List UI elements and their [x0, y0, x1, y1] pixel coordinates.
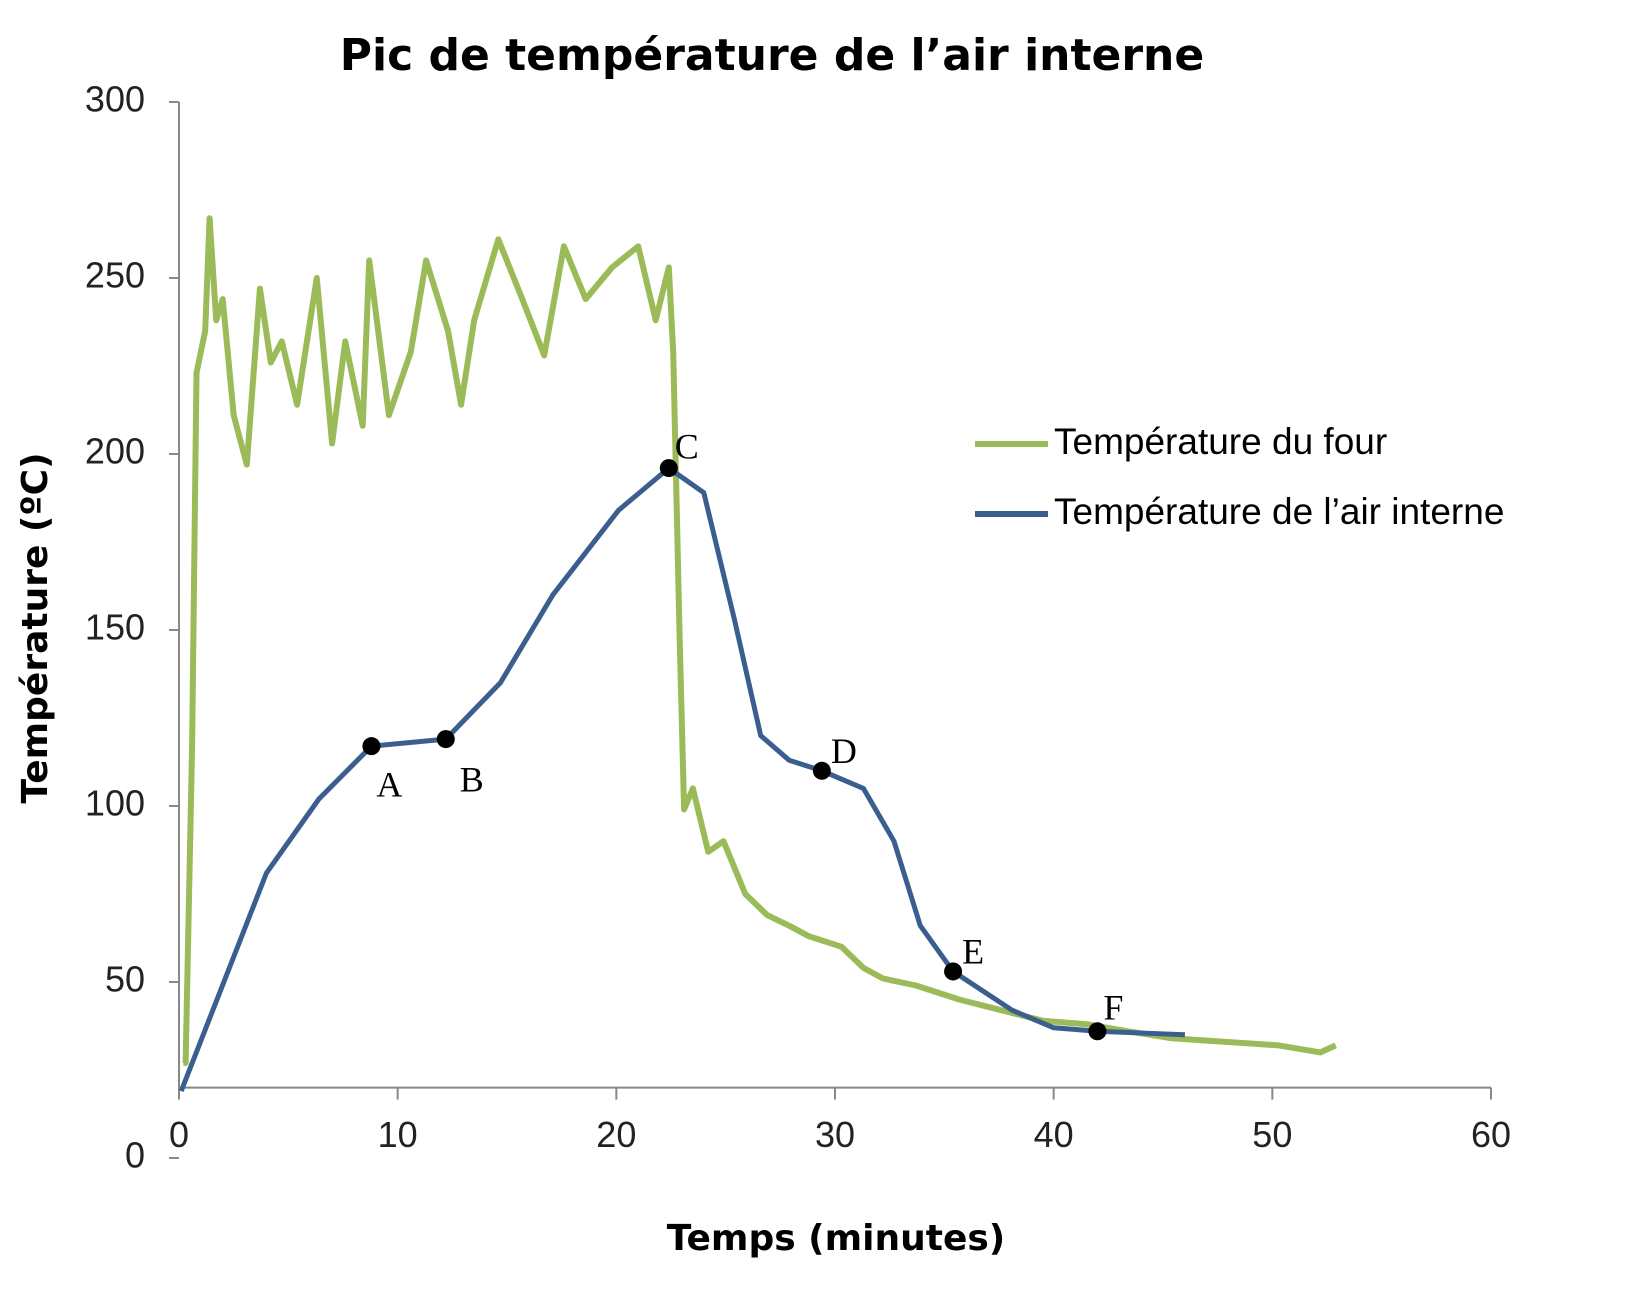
annotation-label: B	[460, 759, 484, 799]
x-tick-label: 30	[815, 1114, 855, 1155]
x-tick-label: 40	[1034, 1114, 1074, 1155]
legend-label: Température de l’air interne	[1054, 491, 1504, 532]
chart-title: Pic de température de l’air interne	[340, 30, 1204, 81]
y-tick-label: 150	[85, 607, 145, 648]
x-tick-label: 20	[596, 1114, 636, 1155]
x-tick-label: 0	[169, 1114, 189, 1155]
x-tick-label: 60	[1471, 1114, 1511, 1155]
series-line	[182, 215, 1337, 1066]
y-tick-label: 100	[85, 783, 145, 824]
annotation-label: E	[962, 932, 984, 972]
annotation-label: C	[675, 426, 699, 466]
x-tick-label: 10	[378, 1114, 418, 1155]
x-axis-title: Temps (minutes)	[667, 1218, 1006, 1259]
annotation-point	[362, 737, 381, 756]
y-tick-label: 250	[85, 255, 145, 296]
x-tick-label: 50	[1252, 1114, 1292, 1155]
annotation-point	[1088, 1022, 1107, 1041]
y-axis-title: Température (ºC)	[15, 452, 56, 803]
y-tick-label: 300	[85, 79, 145, 120]
y-tick-label: 50	[105, 959, 145, 1000]
series-line	[178, 465, 1185, 1093]
annotation-point	[659, 459, 678, 478]
annotation-point	[812, 761, 831, 780]
annotation-point	[944, 962, 963, 981]
y-tick-label: 0	[125, 1135, 145, 1176]
legend-label: Température du four	[1054, 421, 1387, 462]
annotation-label: F	[1103, 988, 1123, 1028]
annotation-point	[436, 730, 455, 749]
annotation-label: D	[831, 731, 857, 771]
annotation-label: A	[376, 764, 402, 804]
y-tick-label: 200	[85, 431, 145, 472]
